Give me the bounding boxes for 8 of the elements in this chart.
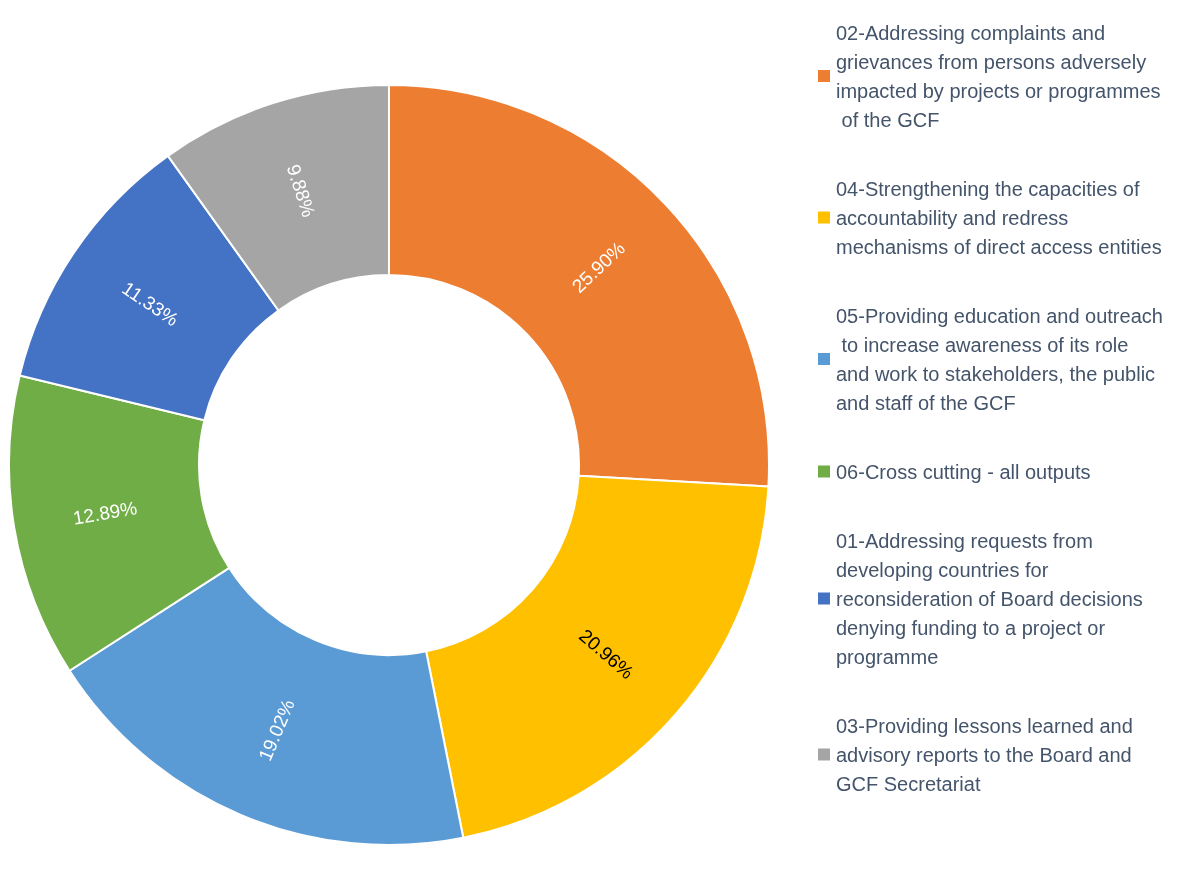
data-label: 12.89% xyxy=(71,497,139,529)
legend-label: 04-Strengthening the capacities of accountability and redress mechanisms of direct access entities xyxy=(836,177,1162,258)
legend-label: 03-Providing lessons learned and advisory reports to the Board and GCF Secretariat xyxy=(836,714,1139,795)
legend-label: 06-Cross cutting - all outputs xyxy=(836,460,1091,483)
data-label: 9.88% xyxy=(282,161,320,220)
legend-label: 02-Addressing complaints and grievances from persons adversely impacted by projects or programmes of the GCF xyxy=(836,21,1161,131)
legend-label: 01-Addressing requests from developing countries for reconsideration of Board decisions denying funding to a project or programme xyxy=(836,529,1149,668)
legend-label: 05-Providing education and outreach to increase awareness of its role and work to stakeholders, the public and staff of the GCF xyxy=(836,304,1163,414)
